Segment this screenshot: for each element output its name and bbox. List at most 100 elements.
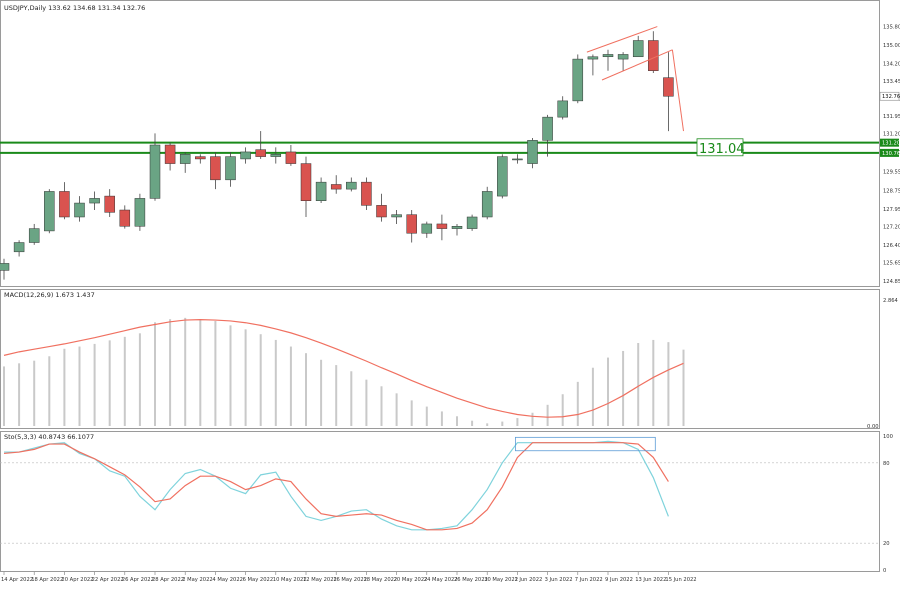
candle: [663, 52, 674, 132]
price-tick-label: 131.20: [883, 131, 900, 137]
price-tick-label: 133.45: [883, 79, 900, 85]
candle-body: [240, 151, 251, 160]
candle-body: [74, 202, 85, 218]
candle-body: [134, 198, 146, 227]
time-tick-label: 3 Jun 2022: [545, 577, 573, 583]
macd-bar: [154, 322, 156, 426]
candle-body: [587, 56, 599, 60]
candle: [632, 35, 644, 58]
candle: [255, 131, 266, 159]
candle-body: [346, 181, 357, 190]
chart-patterns: [586, 26, 684, 132]
candle: [74, 196, 85, 222]
candle: [285, 145, 297, 166]
support-price-box: [880, 138, 899, 147]
candle-body: [164, 144, 176, 164]
candle-body: [602, 54, 614, 58]
macd-bar: [576, 381, 579, 426]
price-tick-label: 135.80: [883, 25, 900, 31]
candle-body: [557, 100, 568, 118]
candle: [376, 193, 387, 222]
time-tick-label: 13 Jun 2022: [635, 577, 666, 583]
macd-bar: [305, 353, 307, 426]
candle: [406, 210, 417, 243]
candle-body: [270, 154, 282, 157]
macd-bar: [395, 393, 398, 426]
macd-bar: [229, 325, 232, 426]
macd-bar: [546, 404, 549, 426]
macd-bar: [682, 349, 685, 426]
macd-bar: [531, 412, 534, 426]
macd-tick-label: 2.864: [883, 298, 899, 304]
time-tick-label: 28 Apr 2022: [152, 577, 184, 583]
candle-body: [44, 191, 55, 232]
candle: [451, 223, 463, 236]
current-price-box: [879, 91, 900, 101]
time-tick-label: 2 May 2022: [182, 577, 213, 583]
candle: [436, 214, 448, 241]
stoch-tick-label: 0: [883, 568, 886, 574]
candle-body: [89, 198, 100, 204]
candle: [164, 142, 176, 171]
macd-bar: [607, 357, 609, 426]
support-price-label: 131.20: [882, 141, 900, 147]
candle-body: [497, 156, 508, 197]
candle-body: [330, 184, 342, 190]
candle: [134, 193, 146, 231]
candle-body: [315, 181, 327, 201]
candle-body: [466, 216, 478, 229]
time-tick-label: 18 Apr 2022: [31, 577, 63, 583]
candle-body: [210, 156, 221, 181]
candle: [104, 189, 115, 217]
candle-body: [285, 151, 297, 164]
macd-bar: [274, 339, 277, 426]
target-box: [696, 138, 744, 157]
price-tick-label: 125.65: [883, 260, 900, 266]
candle: [391, 210, 402, 224]
macd-bar: [440, 411, 443, 426]
time-tick-label: 24 May 2022: [424, 577, 458, 583]
candle-body: [542, 116, 553, 141]
price-tick-label: 124.85: [883, 279, 900, 285]
candle-body: [572, 58, 584, 102]
macd-bar: [425, 406, 428, 426]
candle: [497, 154, 508, 199]
candle: [89, 191, 100, 211]
time-tick-label: 4 May 2022: [212, 577, 243, 583]
candle-body: [648, 40, 659, 71]
time-tick-label: 10 May 2022: [273, 577, 307, 583]
macd-bar: [244, 329, 247, 426]
candle: [315, 177, 327, 204]
time-tick-label: 9 Jun 2022: [605, 577, 633, 583]
stoch-tick-label: 100: [883, 434, 893, 440]
candle: [210, 151, 221, 190]
time-tick-label: 20 Apr 2022: [61, 577, 93, 583]
macd-bar: [259, 334, 262, 426]
stoch-tick-label: 80: [883, 461, 890, 467]
time-tick-label: 26 May 2022: [454, 577, 488, 583]
time-tick-label: 22 Apr 2022: [92, 577, 124, 583]
macd-bar: [456, 416, 458, 426]
candle: [270, 147, 282, 164]
macd-bar: [169, 319, 172, 426]
projection-line: [671, 49, 684, 132]
candle: [542, 114, 553, 157]
time-tick-label: 7 Jun 2022: [575, 577, 603, 583]
symbol-header: USDJPY,Daily 133.62 134.68 131.34 132.76: [4, 4, 145, 12]
candle: [0, 258, 10, 280]
candle-body: [361, 181, 372, 206]
price-tick-label: 131.95: [883, 114, 900, 120]
candle: [602, 49, 614, 71]
price-tick-label: 134.20: [883, 62, 900, 68]
macd-bar: [48, 356, 51, 426]
candle: [617, 52, 629, 71]
candle: [225, 151, 236, 187]
overbought-box: [515, 436, 656, 452]
candle-body: [481, 191, 493, 218]
candle-body: [149, 144, 161, 199]
candle-body: [391, 214, 402, 218]
candle-body: [436, 223, 448, 229]
macd-bar: [486, 423, 489, 426]
candle: [330, 175, 342, 194]
